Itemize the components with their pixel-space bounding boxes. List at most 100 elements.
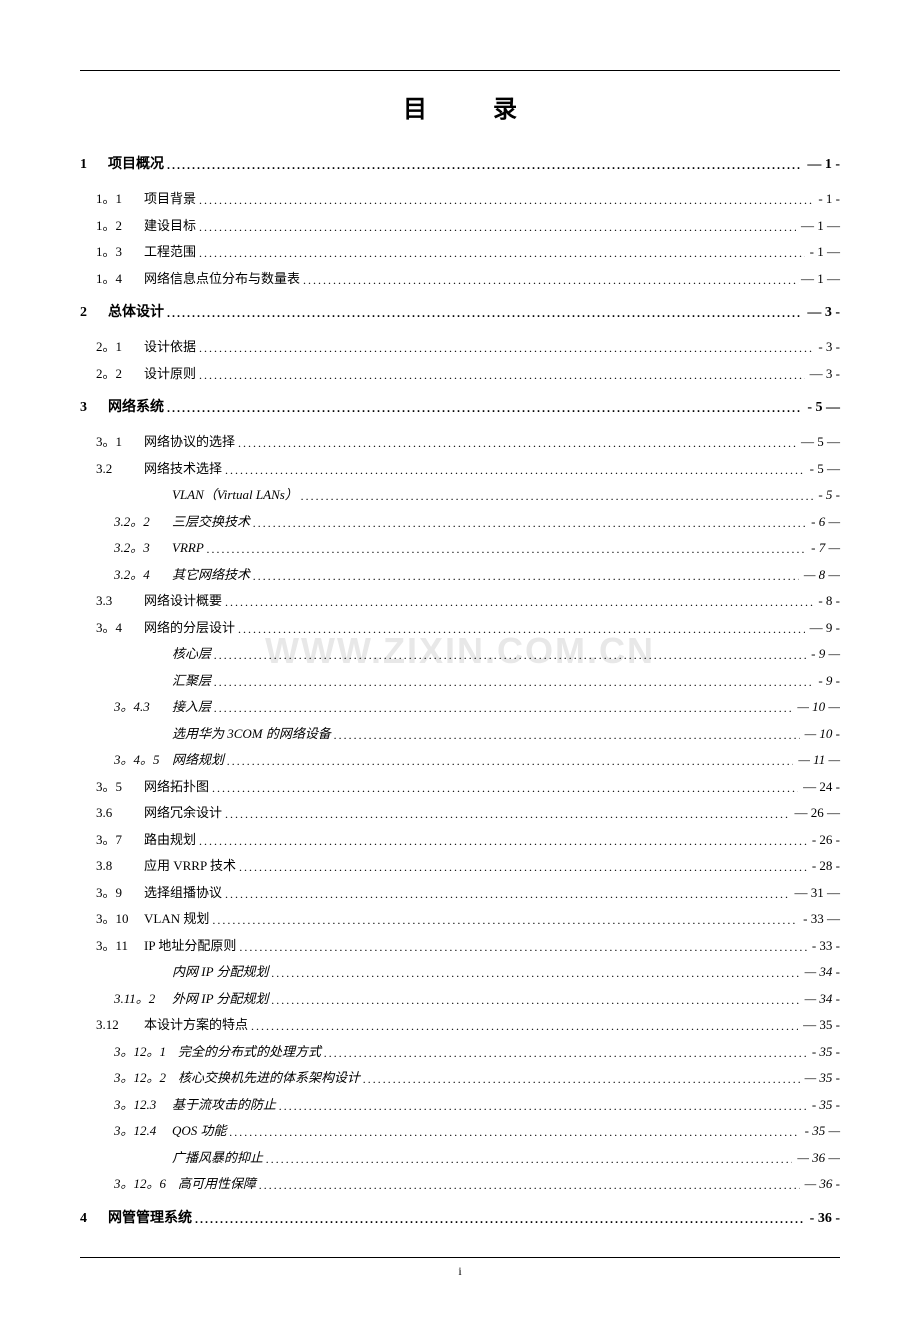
toc-page: - 35 -: [810, 1095, 840, 1115]
toc-leader-dots: [214, 645, 806, 665]
toc-label: 其它网络技术: [172, 565, 250, 585]
toc-label: 网络的分层设计: [144, 618, 235, 638]
toc-leader-dots: [363, 1069, 800, 1089]
toc-page: — 10 -: [803, 724, 840, 744]
toc-row: VLAN（Virtual LANs）- 5 -: [80, 485, 840, 505]
toc-leader-dots: [167, 155, 802, 176]
toc-leader-dots: [225, 592, 813, 612]
toc-num: 3。12。1: [114, 1042, 178, 1062]
toc-row: 3。12.3基于流攻击的防止- 35 -: [80, 1095, 840, 1115]
toc-label: 项目概况: [108, 154, 164, 175]
toc-page: - 33 —: [801, 909, 840, 929]
toc-page: - 9 —: [809, 644, 840, 664]
toc-row: 4网管管理系统- 36 -: [80, 1208, 840, 1229]
toc-label: 三层交换技术: [172, 512, 250, 532]
toc-label: 项目背景: [144, 189, 196, 209]
toc-num: 1。2: [96, 216, 144, 236]
toc-num: 2: [80, 302, 108, 323]
toc-leader-dots: [272, 963, 800, 983]
toc-leader-dots: [199, 831, 807, 851]
page-footer: i: [80, 1257, 840, 1279]
toc-row: 广播风暴的抑止— 36 —: [80, 1148, 840, 1168]
toc-label: 接入层: [172, 697, 211, 717]
toc-page: - 26 -: [810, 830, 840, 850]
toc-label: 广播风暴的抑止: [172, 1148, 263, 1168]
toc-label: 网络设计概要: [144, 591, 222, 611]
toc-num: 1。3: [96, 242, 144, 262]
toc-row: 3。12.4QOS 功能- 35 —: [80, 1121, 840, 1141]
toc-row: 3。4.3接入层— 10 —: [80, 697, 840, 717]
toc-row: 3。7路由规划- 26 -: [80, 830, 840, 850]
toc-page: — 35 -: [803, 1068, 840, 1088]
toc-row: 3。4。5网络规划— 11 —: [80, 750, 840, 770]
toc-label: 建设目标: [144, 216, 196, 236]
toc-row: 3.6网络冗余设计— 26 —: [80, 803, 840, 823]
toc-num: 3.2。3: [114, 538, 172, 558]
toc-leader-dots: [239, 937, 807, 957]
toc-label: 设计依据: [144, 337, 196, 357]
toc-row: 3。10VLAN 规划- 33 —: [80, 909, 840, 929]
toc-page: — 26 —: [793, 803, 841, 823]
toc-page: — 3 -: [805, 302, 840, 323]
toc-num: 3。9: [96, 883, 144, 903]
toc-label: 网络信息点位分布与数量表: [144, 269, 300, 289]
toc-num: 2。1: [96, 337, 144, 357]
toc-page: - 35 -: [810, 1042, 840, 1062]
toc-row: 2总体设计 — 3 -: [80, 302, 840, 323]
toc-page: — 1 —: [799, 216, 840, 236]
toc-num: 3.11。2: [114, 989, 172, 1009]
toc-leader-dots: [199, 365, 805, 385]
toc-page: — 11 —: [796, 750, 840, 770]
toc-leader-dots: [238, 433, 796, 453]
table-of-contents: 1项目概况— 1 -1。1项目背景- 1 -1。2建设目标— 1 —1。3工程范…: [80, 154, 840, 1229]
toc-label: 高可用性保障: [178, 1174, 256, 1194]
toc-num: 3。1: [96, 432, 144, 452]
toc-label: 本设计方案的特点: [144, 1015, 248, 1035]
toc-leader-dots: [207, 539, 806, 559]
toc-row: 2。1设计依据- 3 -: [80, 337, 840, 357]
toc-num: 3。12。6: [114, 1174, 178, 1194]
toc-page: - 1 —: [808, 242, 840, 262]
toc-page: - 5 -: [816, 485, 840, 505]
toc-num: 3。5: [96, 777, 144, 797]
toc-label: 完全的分布式的处理方式: [178, 1042, 321, 1062]
toc-label: QOS 功能: [172, 1121, 227, 1141]
toc-label: 工程范围: [144, 242, 196, 262]
toc-leader-dots: [303, 270, 796, 290]
toc-label: 核心交换机先进的体系架构设计: [178, 1068, 360, 1088]
toc-num: 1: [80, 154, 108, 175]
toc-leader-dots: [227, 751, 793, 771]
toc-row: 3。12。6高可用性保障— 36 -: [80, 1174, 840, 1194]
toc-leader-dots: [238, 619, 805, 639]
toc-num: 2。2: [96, 364, 144, 384]
toc-row: 1项目概况— 1 -: [80, 154, 840, 175]
toc-page: — 35 -: [801, 1015, 840, 1035]
toc-label: 网管管理系统: [108, 1208, 192, 1229]
toc-num: 3: [80, 397, 108, 418]
toc-row: 3。11IP 地址分配原则- 33 -: [80, 936, 840, 956]
toc-row: 3.2。4其它网络技术— 8 —: [80, 565, 840, 585]
toc-leader-dots: [334, 725, 800, 745]
toc-label: 网络系统: [108, 397, 164, 418]
toc-label: IP 地址分配原则: [144, 936, 236, 956]
toc-num: 3。4.3: [114, 697, 172, 717]
toc-leader-dots: [199, 217, 796, 237]
toc-leader-dots: [253, 566, 799, 586]
toc-label: 网络拓扑图: [144, 777, 209, 797]
toc-row: 内网 IP 分配规划— 34 -: [80, 962, 840, 982]
toc-row: 3。12。1完全的分布式的处理方式 - 35 -: [80, 1042, 840, 1062]
toc-label: 应用 VRRP 技术: [144, 856, 236, 876]
toc-label: 总体设计: [108, 302, 164, 323]
toc-row: 1。3工程范围 - 1 —: [80, 242, 840, 262]
toc-page: — 1 —: [799, 269, 840, 289]
toc-leader-dots: [251, 1016, 798, 1036]
toc-num: 1。1: [96, 189, 144, 209]
toc-page: - 5 —: [808, 459, 840, 479]
toc-leader-dots: [214, 672, 813, 692]
toc-num: 3.3: [96, 591, 144, 611]
toc-leader-dots: [272, 990, 800, 1010]
toc-row: 选用华为 3COM 的网络设备— 10 -: [80, 724, 840, 744]
toc-leader-dots: [301, 486, 814, 506]
toc-page: - 28 -: [810, 856, 840, 876]
toc-row: 3.2。2三层交换技术- 6 —: [80, 512, 840, 532]
